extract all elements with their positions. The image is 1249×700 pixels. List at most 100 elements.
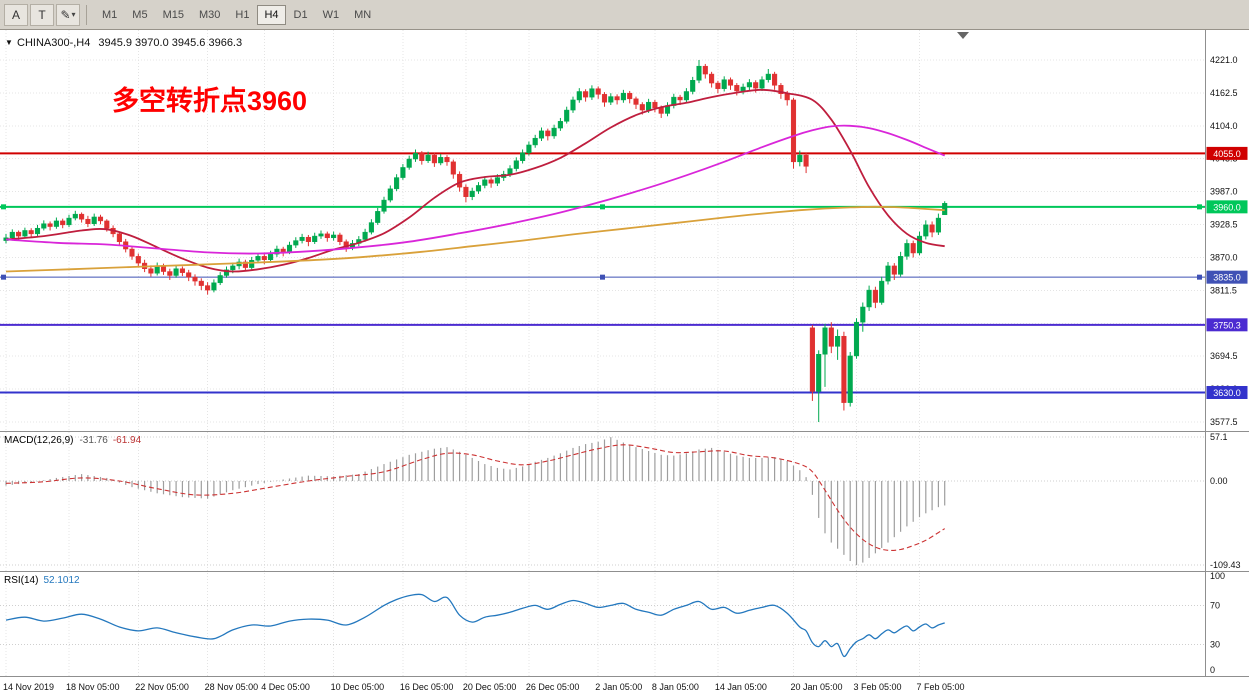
price-tag-4055.0: 4055.0 — [1206, 146, 1248, 160]
price-tag-3960.0: 3960.0 — [1206, 200, 1248, 214]
timeframe-button-d1[interactable]: D1 — [293, 8, 308, 21]
candle-body — [683, 91, 689, 101]
time-axis-label[interactable]: 10 Dec 05:00 — [331, 682, 385, 692]
annotation-text: 多空转折点3960 — [112, 85, 307, 116]
candle-body — [457, 173, 463, 188]
price-axis-label: 3577.5 — [1210, 417, 1238, 427]
candle-body — [261, 256, 267, 260]
candle-body — [879, 280, 885, 303]
candle-body — [60, 220, 66, 226]
hline-drag-handle[interactable] — [600, 274, 605, 280]
candle-body — [841, 335, 847, 403]
candle-body — [318, 233, 324, 237]
time-axis-label[interactable]: 20 Dec 05:00 — [463, 682, 517, 692]
candle-body — [620, 92, 626, 101]
price-axis-label: 3811.5 — [1210, 285, 1237, 295]
candle-body — [696, 65, 702, 81]
candle-body — [627, 92, 633, 100]
time-axis-label[interactable]: 4 Dec 05:00 — [261, 682, 310, 692]
candle-body — [425, 154, 431, 161]
time-axis-label[interactable]: 14 Nov 2019 — [3, 682, 54, 692]
time-axis-label[interactable]: 20 Jan 05:00 — [791, 682, 843, 692]
candle-body — [910, 243, 916, 254]
ma-line-ma-fast — [5, 88, 945, 273]
candle-body — [709, 73, 715, 84]
time-axis-label[interactable]: 18 Nov 05:00 — [66, 682, 120, 692]
candle-body — [469, 190, 475, 197]
candle-body — [104, 220, 110, 229]
timeframe-button-m15[interactable]: M15 — [162, 8, 184, 21]
timeframe-button-m5[interactable]: M5 — [132, 8, 148, 21]
candle-body — [545, 130, 551, 137]
timeframe-button-m1[interactable]: M1 — [102, 8, 118, 21]
time-axis-label[interactable]: 26 Dec 05:00 — [526, 682, 580, 692]
timeframe-button-h1[interactable]: H1 — [235, 8, 250, 21]
price-tag-text: 3835.0 — [1213, 273, 1241, 283]
hline-drag-handle[interactable] — [1, 204, 6, 210]
candle-body — [274, 248, 280, 255]
time-axis-label[interactable]: 16 Dec 05:00 — [400, 682, 454, 692]
candle-body — [242, 261, 248, 268]
time-axis[interactable]: 14 Nov 2019 18 Nov 05:00 22 Nov 05:00 28 No… — [3, 682, 965, 692]
candle-body — [324, 233, 330, 239]
hline-drag-handle[interactable] — [1, 274, 6, 280]
candle-body — [186, 272, 192, 278]
macd-axis-label: -109.43 — [1210, 560, 1241, 570]
candle-body — [444, 157, 450, 163]
candle-body — [929, 224, 935, 233]
hline-drag-handle[interactable] — [1197, 274, 1202, 280]
candle-body — [16, 231, 22, 237]
chart-symbol-period: CHINA300-,H4 — [17, 37, 90, 49]
candle-body — [595, 88, 601, 95]
candle-body — [9, 231, 15, 239]
horizontal-lines-layer[interactable] — [0, 152, 1205, 394]
candle-body — [28, 230, 34, 235]
candle-body — [753, 82, 759, 89]
candle-body — [633, 98, 639, 105]
text-tool-button[interactable]: T — [30, 3, 54, 26]
drawing-tool-button[interactable]: ✎ ▾ — [56, 3, 80, 26]
candle-body — [406, 158, 412, 168]
candle-body — [557, 121, 563, 129]
candle-body — [916, 235, 923, 254]
time-axis-label[interactable]: 2 Jan 05:00 — [595, 682, 642, 692]
candle-body — [520, 152, 526, 161]
hline-3835.0[interactable] — [0, 274, 1205, 280]
candle-body — [551, 127, 557, 137]
candle-body — [412, 153, 419, 160]
price-tag-bg — [1206, 270, 1248, 284]
price-tag-text: 3960.0 — [1213, 202, 1241, 212]
arrow-tool-button[interactable]: A — [4, 3, 28, 26]
hline-drag-handle[interactable] — [1197, 204, 1202, 210]
hline-drag-handle[interactable] — [600, 204, 605, 210]
price-tag-bg — [1206, 318, 1248, 332]
candle-body — [772, 73, 778, 86]
candle-body — [148, 268, 154, 274]
timeframe-button-m30[interactable]: M30 — [198, 8, 221, 21]
time-axis-label[interactable]: 28 Nov 05:00 — [205, 682, 259, 692]
candle-body — [784, 93, 790, 101]
price-axis-label: 4162.5 — [1210, 88, 1238, 98]
time-axis-label[interactable]: 3 Feb 05:00 — [854, 682, 902, 692]
chart-area[interactable]: 4221.04162.54104.04045.53987.03928.53870… — [0, 30, 1249, 700]
chart-shift-marker-icon[interactable] — [957, 32, 969, 39]
time-axis-label[interactable]: 7 Feb 05:00 — [917, 682, 965, 692]
chart-background — [0, 30, 1249, 700]
candle-body — [482, 179, 488, 186]
timeframe-button-mn[interactable]: MN — [354, 8, 372, 21]
candle-body — [765, 73, 771, 80]
candle-body — [223, 269, 230, 276]
timeframe-button-h4[interactable]: H4 — [257, 4, 286, 25]
candle-body — [255, 256, 261, 261]
candle-body — [167, 271, 173, 276]
time-axis-label[interactable]: 14 Jan 05:00 — [715, 682, 767, 692]
candle-body — [438, 157, 444, 164]
time-axis-label[interactable]: 8 Jan 05:00 — [652, 682, 699, 692]
timeframe-button-w1[interactable]: W1 — [322, 8, 340, 21]
candle-body — [564, 109, 570, 122]
chevron-down-icon: ▾ — [71, 10, 76, 19]
time-axis-label[interactable]: 22 Nov 05:00 — [135, 682, 189, 692]
price-tag-text: 3750.3 — [1213, 320, 1241, 330]
hline-3960.0[interactable] — [0, 204, 1205, 210]
title-dropdown-icon[interactable]: ▼ — [5, 38, 13, 47]
